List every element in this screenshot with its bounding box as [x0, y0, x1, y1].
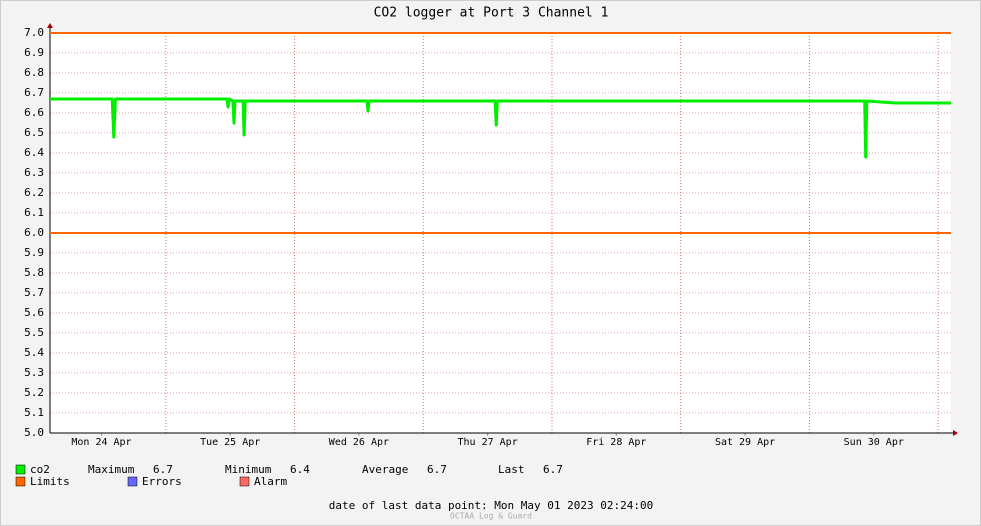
- y-tick-label: 5.5: [24, 326, 44, 339]
- y-tick-label: 6.7: [24, 86, 44, 99]
- x-tick-label: Tue 25 Apr: [200, 437, 260, 448]
- stat-label: Last: [498, 463, 525, 476]
- y-tick-label: 6.0: [24, 226, 44, 239]
- y-tick-label: 5.7: [24, 286, 44, 299]
- legend-swatch: [127, 476, 138, 487]
- y-tick-label: 6.6: [24, 106, 44, 119]
- x-tick-label: Sun 30 Apr: [844, 437, 904, 448]
- stat-label: Average: [362, 463, 408, 476]
- y-tick-label: 7.0: [24, 26, 44, 39]
- y-tick-label: 6.9: [24, 46, 44, 59]
- legend-label: Limits: [30, 475, 70, 488]
- x-tick-label: Fri 28 Apr: [586, 437, 646, 448]
- y-tick-label: 5.9: [24, 246, 44, 259]
- footer: date of last data point: Mon May 01 2023…: [329, 499, 654, 512]
- watermark: OCTAA Log & Guard: [450, 512, 532, 521]
- stat-label: Minimum: [225, 463, 272, 476]
- x-arrow: [953, 430, 958, 436]
- y-tick-label: 6.2: [24, 186, 44, 199]
- y-tick-label: 6.1: [24, 206, 44, 219]
- y-tick-label: 5.8: [24, 266, 44, 279]
- legend-swatch: [15, 476, 26, 487]
- y-tick-label: 5.0: [24, 426, 44, 439]
- x-tick-label: Thu 27 Apr: [458, 437, 518, 448]
- stat-value: 6.7: [543, 463, 563, 476]
- y-arrow: [47, 23, 53, 28]
- legend-label: Errors: [142, 475, 182, 488]
- y-tick-label: 6.4: [24, 146, 44, 159]
- x-tick-label: Mon 24 Apr: [71, 437, 131, 448]
- stat-value: 6.7: [427, 463, 447, 476]
- y-tick-label: 5.6: [24, 306, 44, 319]
- stat-value: 6.4: [290, 463, 310, 476]
- legend-swatch: [239, 476, 250, 487]
- stat-value: 6.7: [153, 463, 173, 476]
- chart-title: CO2 logger at Port 3 Channel 1: [374, 6, 609, 21]
- legend-swatch: [15, 464, 26, 475]
- x-tick-label: Wed 26 Apr: [329, 437, 389, 448]
- legend-label: Alarm: [254, 475, 287, 488]
- y-tick-label: 5.2: [24, 386, 44, 399]
- y-tick-label: 6.3: [24, 166, 44, 179]
- x-tick-label: Sat 29 Apr: [715, 437, 775, 448]
- data-line: [50, 97, 951, 159]
- y-tick-label: 6.5: [24, 126, 44, 139]
- y-tick-label: 5.1: [24, 406, 44, 419]
- stat-label: Maximum: [88, 463, 135, 476]
- y-tick-label: 6.8: [24, 66, 44, 79]
- legend-label: co2: [30, 463, 50, 476]
- y-tick-label: 5.4: [24, 346, 44, 359]
- y-tick-label: 5.3: [24, 366, 44, 379]
